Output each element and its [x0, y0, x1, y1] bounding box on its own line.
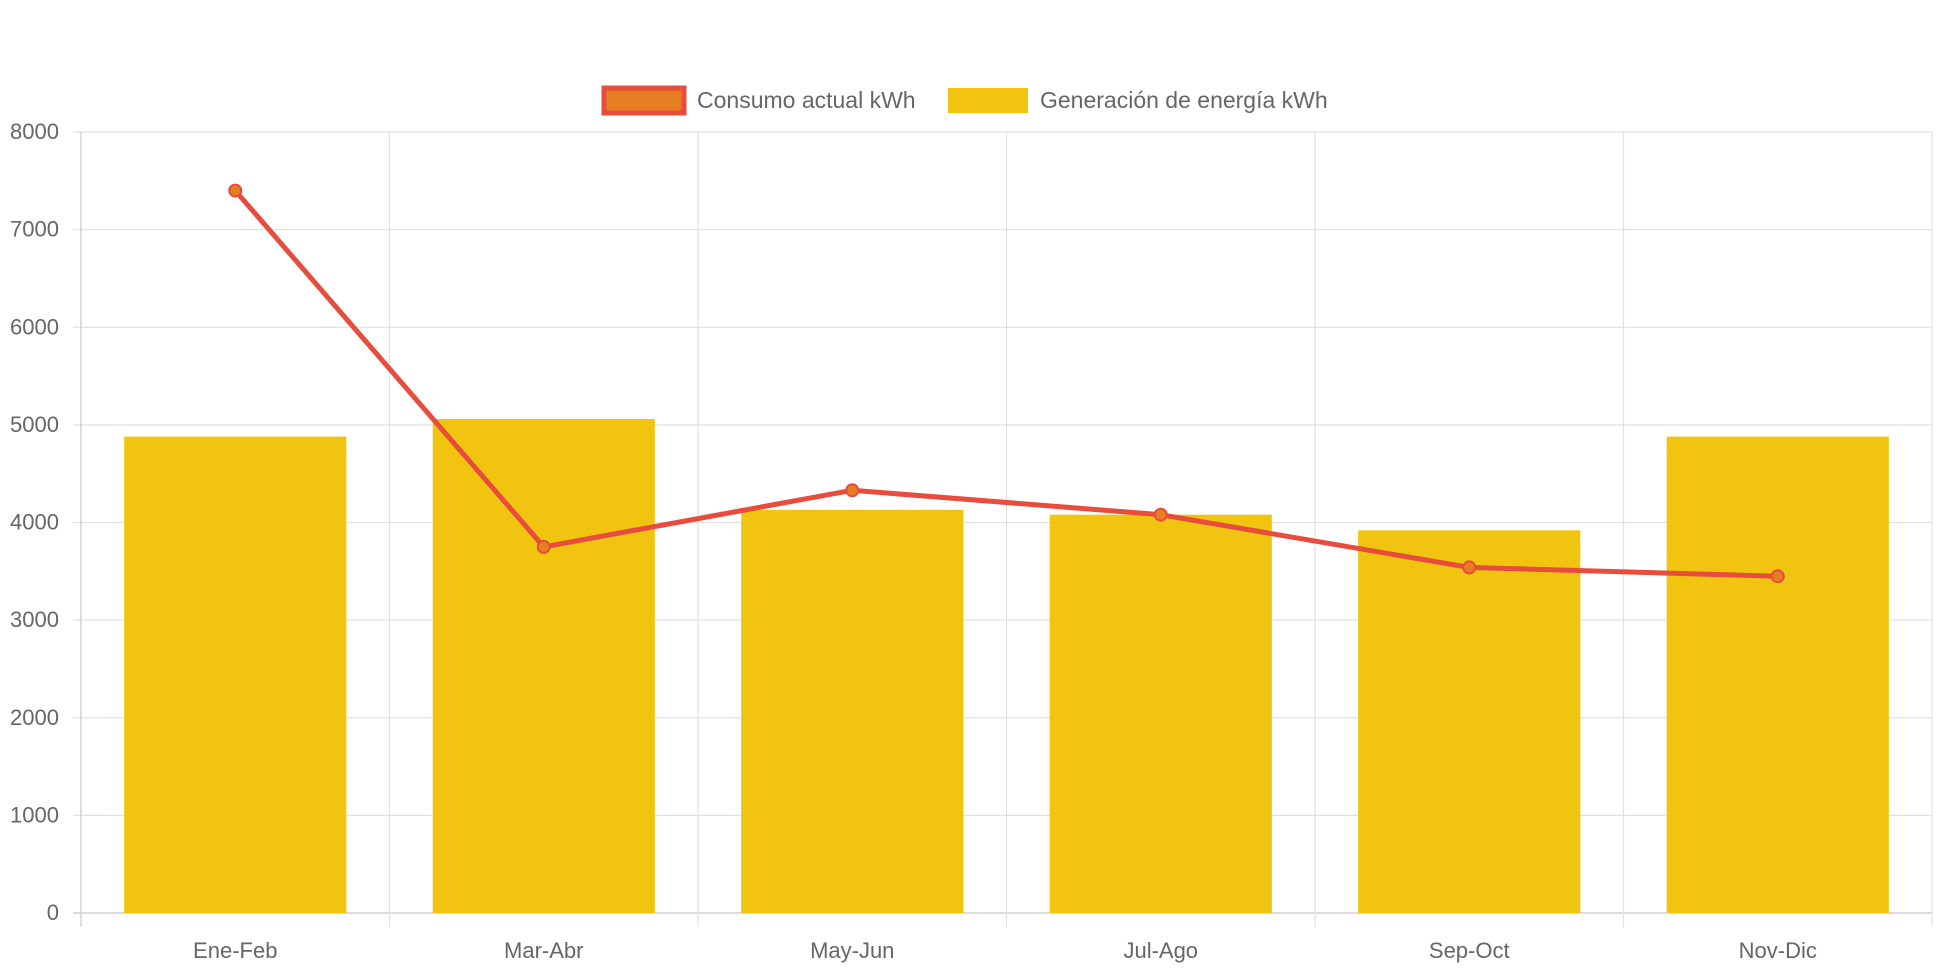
line-point [1153, 507, 1168, 522]
legend-swatch-line [601, 85, 687, 116]
y-tick-label: 4000 [10, 510, 59, 535]
x-tick-label: Nov-Dic [1739, 938, 1817, 963]
x-tick-label: May-Jun [810, 938, 894, 963]
legend-label-line: Consumo actual kWh [697, 87, 916, 113]
bar [1358, 530, 1581, 913]
line-series [228, 183, 1785, 584]
y-tick-label: 5000 [10, 412, 59, 437]
axes: 0 1000 2000 3000 4000 5000 6000 7000 8000 Ene-Feb… [10, 119, 1817, 963]
y-tick-label: 2000 [10, 705, 59, 730]
bar-series [124, 419, 1889, 913]
bar [1049, 514, 1272, 913]
y-tick-label: 1000 [10, 802, 59, 827]
series-line [232, 188, 1781, 579]
grid-lines [73, 131, 1933, 927]
x-tick-label: Ene-Feb [193, 938, 277, 963]
line-point [1462, 560, 1477, 575]
bar [741, 509, 964, 913]
line-point [845, 483, 860, 498]
x-tick-label: Jul-Ago [1123, 938, 1198, 963]
x-tick-label: Mar-Abr [504, 938, 583, 963]
bar [1666, 436, 1889, 913]
line-point [536, 539, 551, 554]
bar [432, 419, 655, 913]
y-tick-label: 0 [47, 900, 59, 925]
bar [124, 436, 347, 913]
line-point [1770, 569, 1785, 584]
y-tick-label: 3000 [10, 607, 59, 632]
y-tick-label: 6000 [10, 314, 59, 339]
legend-swatch-bar [948, 88, 1028, 113]
legend: Consumo actual kWh Generación de energía … [601, 85, 1328, 116]
y-tick-label: 7000 [10, 217, 59, 242]
legend-label-bar: Generación de energía kWh [1040, 87, 1328, 113]
line-point [228, 183, 243, 198]
y-tick-label: 8000 [10, 119, 59, 144]
x-tick-label: Sep-Oct [1429, 938, 1510, 963]
